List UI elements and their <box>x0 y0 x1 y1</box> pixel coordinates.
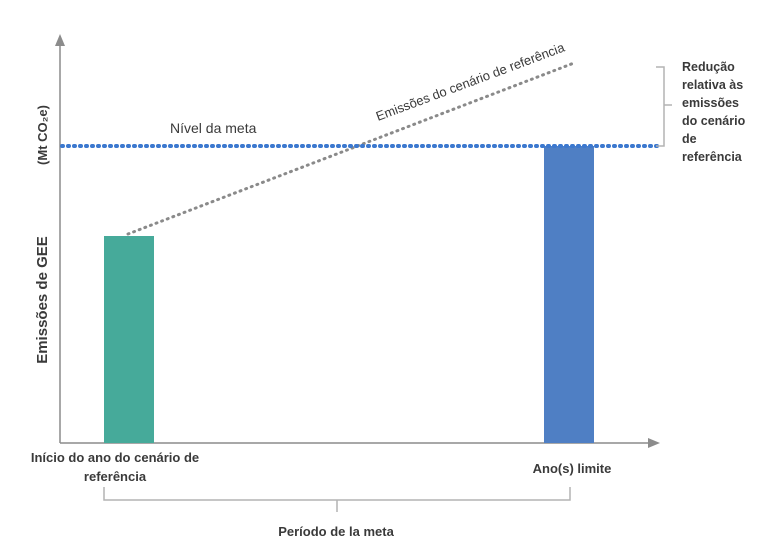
reduction-label-line: Redução <box>682 60 735 74</box>
reduction-label-line: relativa às <box>682 78 743 92</box>
baseline-emissions-line <box>126 61 576 236</box>
reduction-label-line: de <box>682 132 697 146</box>
x-start-label-line2: referência <box>84 469 147 484</box>
reduction-label-line: referência <box>682 150 743 164</box>
x-end-label: Ano(s) limite <box>533 461 612 476</box>
period-bracket <box>103 487 571 512</box>
y-axis-label: Emissões de GEE <box>34 236 51 364</box>
target-year-bar <box>544 146 594 443</box>
y-axis-unit: (Mt CO₂e) <box>35 105 50 165</box>
y-axis-arrow <box>55 34 65 46</box>
period-label: Período de la meta <box>278 524 394 539</box>
target-level-label: Nível da meta <box>170 120 257 136</box>
base-year-bar <box>104 236 154 443</box>
reduction-bracket <box>656 66 672 147</box>
baseline-emissions-label: Emissões do cenário de referência <box>374 39 567 123</box>
reduction-label-line: do cenário <box>682 114 746 128</box>
x-start-label-line1: Início do ano do cenário de <box>31 450 199 465</box>
reduction-label-line: emissões <box>682 96 739 110</box>
reduction-label: Redução relativa às emissões do cenário … <box>682 60 746 164</box>
x-axis-arrow <box>648 438 660 448</box>
